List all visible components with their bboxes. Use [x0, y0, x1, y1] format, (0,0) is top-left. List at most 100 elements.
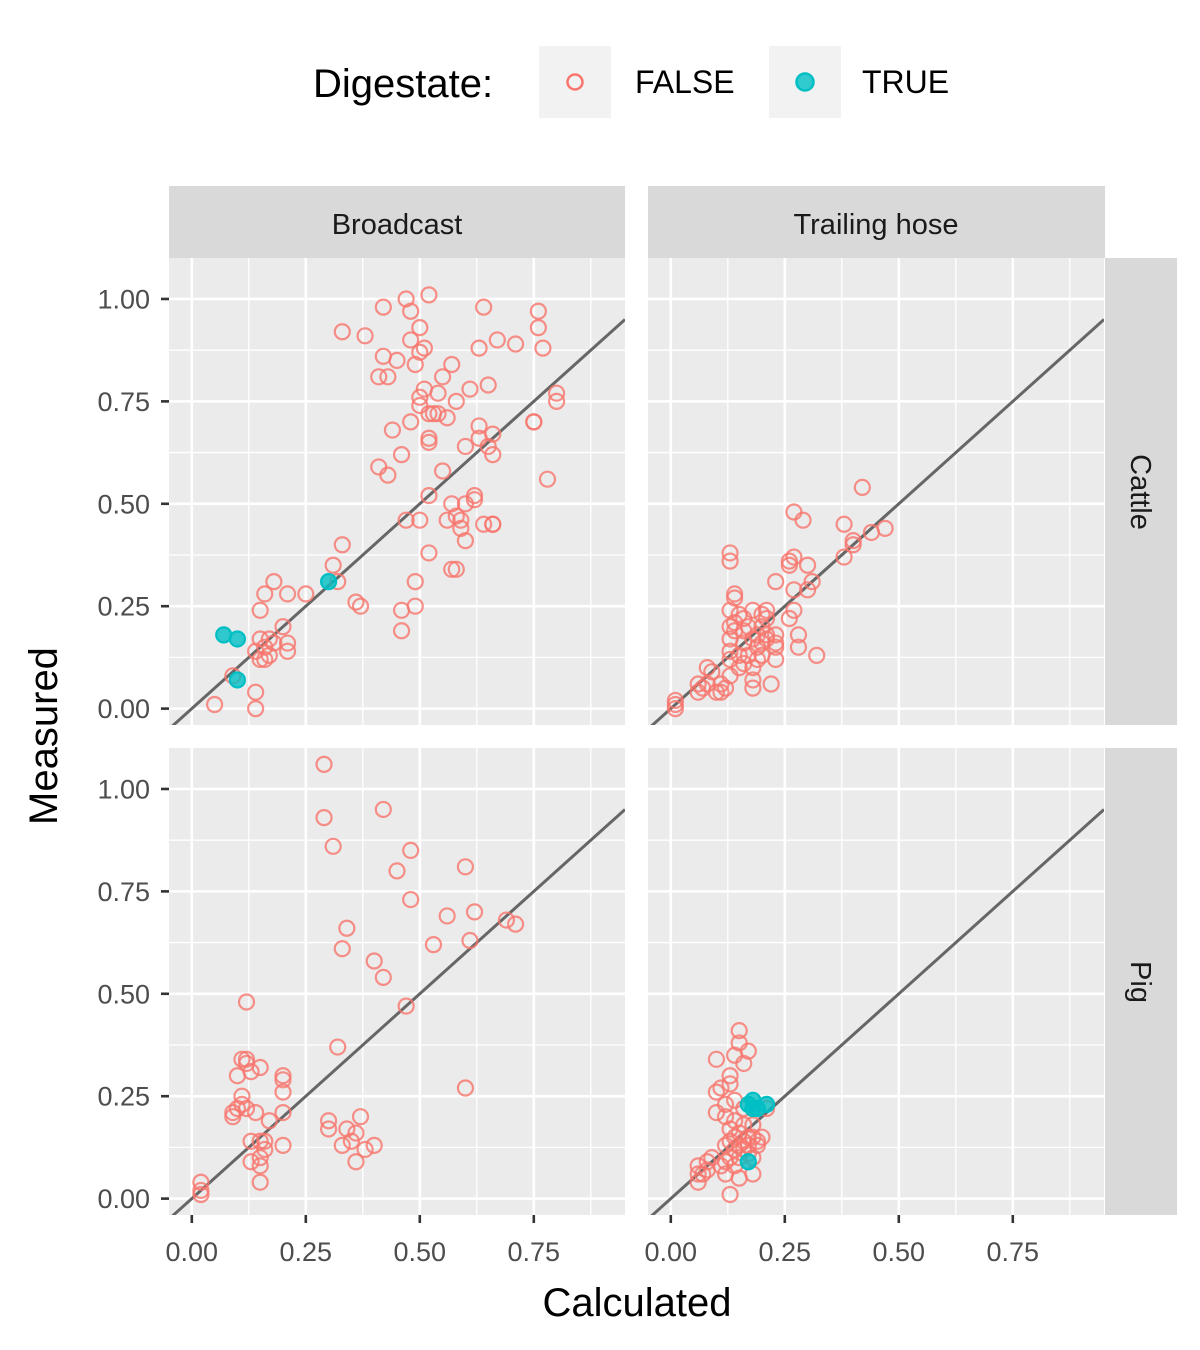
- data-point-false: [233, 1095, 251, 1113]
- data-point-false: [698, 659, 716, 677]
- y-axis-tick-label: 0.25: [97, 592, 150, 622]
- data-point-false: [342, 1132, 360, 1150]
- data-point-false: [497, 911, 516, 929]
- data-point-false: [456, 858, 474, 876]
- x-axis-tick-label: 0.25: [759, 1237, 812, 1267]
- data-point-false: [324, 837, 342, 855]
- data-point-true: [739, 1153, 757, 1171]
- data-point-false: [420, 544, 438, 562]
- panel-broadcast-cattle: [169, 258, 625, 725]
- data-point-false: [753, 605, 771, 623]
- data-point-false: [242, 1063, 260, 1081]
- data-point-false: [402, 890, 420, 909]
- data-point-false: [274, 618, 292, 636]
- data-point-false: [411, 319, 429, 337]
- data-point-false: [447, 560, 465, 578]
- panel-background: [169, 258, 625, 725]
- data-point-true: [228, 671, 246, 689]
- legend-key-false-background: [539, 46, 611, 118]
- data-point-false: [534, 339, 552, 357]
- y-axis-tick-label: 1.00: [97, 284, 150, 314]
- data-point-false: [374, 298, 392, 316]
- x-axis-tick-label: 0.75: [508, 1237, 561, 1267]
- data-point-false: [443, 560, 461, 578]
- data-point-false: [356, 1140, 374, 1159]
- data-point-false: [320, 1120, 338, 1138]
- strip-background-pig: [1105, 748, 1177, 1215]
- data-point-false: [420, 433, 438, 451]
- y-axis-tick-label: 0.50: [97, 979, 150, 1009]
- data-point-false: [712, 1079, 730, 1097]
- data-point-false: [767, 638, 785, 656]
- data-point-false: [192, 1181, 210, 1200]
- data-point-false: [689, 675, 707, 693]
- data-point-false: [411, 511, 429, 529]
- legend-label-false: FALSE: [635, 64, 735, 100]
- data-point-false: [529, 319, 547, 337]
- data-point-false: [689, 1157, 707, 1175]
- data-point-false: [447, 392, 465, 410]
- data-point-false: [260, 1112, 278, 1130]
- strip-background-cattle: [1105, 258, 1177, 725]
- legend-key-false-marker: [566, 73, 584, 91]
- data-point-false: [256, 1132, 274, 1150]
- data-point-false: [443, 355, 461, 374]
- points-trailing-hose-pig: [689, 1022, 776, 1204]
- data-point-false: [438, 907, 456, 925]
- data-point-false: [420, 486, 438, 505]
- data-point-false: [757, 601, 776, 619]
- data-point-false: [274, 1136, 292, 1154]
- data-point-false: [739, 1042, 757, 1060]
- data-point-false: [789, 638, 808, 656]
- data-point-false: [506, 915, 525, 933]
- data-point-false: [748, 650, 767, 669]
- data-point-false: [333, 323, 351, 341]
- panel-trailing-hose-cattle: [648, 258, 1104, 725]
- data-point-false: [251, 1157, 269, 1175]
- data-point-false: [237, 993, 256, 1011]
- data-point-false: [484, 425, 502, 443]
- panels: [169, 258, 1104, 1215]
- data-point-false: [721, 1075, 739, 1093]
- data-point-false: [351, 597, 370, 615]
- data-point-true: [320, 573, 338, 591]
- data-point-false: [206, 695, 224, 714]
- legend-title: Digestate:: [313, 62, 493, 106]
- data-point-false: [347, 1124, 365, 1142]
- data-point-false: [707, 683, 726, 701]
- data-point-false: [484, 515, 502, 533]
- data-point-false: [374, 968, 392, 987]
- data-point-false: [251, 1173, 269, 1191]
- strip-label-broadcast: Broadcast: [332, 209, 463, 241]
- data-point-false: [256, 650, 274, 669]
- data-point-false: [730, 659, 748, 677]
- points-broadcast-cattle: [206, 286, 566, 718]
- data-point-false: [251, 1149, 269, 1167]
- data-point-false: [392, 446, 411, 464]
- data-point-false: [721, 552, 739, 570]
- data-point-false: [278, 585, 297, 603]
- data-point-false: [808, 646, 826, 664]
- data-point-false: [721, 1149, 739, 1167]
- data-point-false: [379, 368, 397, 386]
- data-point-false: [716, 1095, 735, 1113]
- data-point-false: [712, 683, 730, 701]
- y-axis-tick-label: 0.75: [97, 877, 150, 907]
- data-point-false: [506, 335, 525, 353]
- data-point-false: [529, 302, 547, 320]
- data-point-false: [488, 331, 506, 349]
- data-point-false: [247, 700, 265, 718]
- data-point-false: [297, 585, 315, 603]
- data-point-false: [744, 659, 762, 677]
- x-axis-tick-label: 0.00: [166, 1237, 219, 1267]
- strip-background-trailing-hose: [648, 186, 1105, 258]
- data-point-false: [347, 593, 365, 611]
- panel-trailing-hose-pig: [648, 748, 1104, 1215]
- data-point-false: [780, 556, 798, 574]
- data-point-false: [397, 997, 415, 1015]
- data-point-false: [721, 1067, 739, 1085]
- data-point-false: [689, 1173, 707, 1191]
- data-point-false: [274, 1103, 292, 1122]
- data-point-false: [424, 936, 443, 954]
